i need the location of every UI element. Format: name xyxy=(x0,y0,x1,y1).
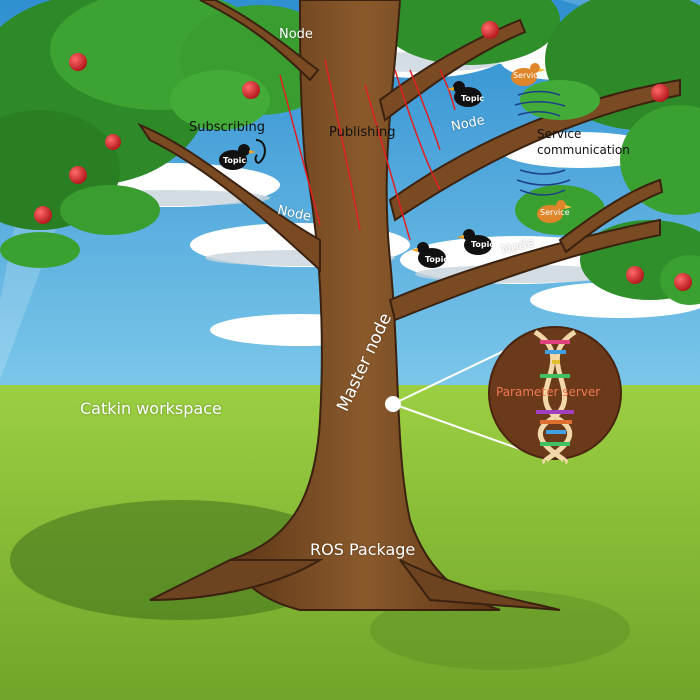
publishing-signal-arcs xyxy=(279,59,456,241)
service-signal-arcs xyxy=(514,90,571,196)
ros-package-label: ROS Package xyxy=(310,540,416,559)
ear-icon xyxy=(254,139,266,164)
topic-badge: Topic xyxy=(425,255,449,264)
service-badge: Service xyxy=(540,208,570,217)
apple-icon xyxy=(69,166,87,184)
orange-bird-icon xyxy=(537,200,572,223)
parameter-server-label: Parameter server xyxy=(496,385,601,399)
publishing-label: Publishing xyxy=(329,125,396,140)
trunk xyxy=(149,0,561,611)
apple-icon xyxy=(34,206,52,224)
service-communication-label-line2: communication xyxy=(537,143,630,157)
crow-bird-icon xyxy=(447,81,482,107)
apple-icon xyxy=(626,266,644,284)
topic-badge: Topic xyxy=(471,240,495,249)
crow-bird-icon xyxy=(219,144,256,170)
topic-badge: Topic xyxy=(223,156,247,165)
apple-icon xyxy=(481,21,499,39)
apple-icon xyxy=(105,134,121,150)
catkin-workspace-label: Catkin workspace xyxy=(80,399,222,418)
apple-icon xyxy=(674,273,692,291)
crow-bird-icon xyxy=(457,229,492,255)
crow-bird-icon xyxy=(411,242,446,268)
apple-icon xyxy=(69,53,87,71)
subscribing-label: Subscribing xyxy=(189,120,265,135)
parameter-server-badge xyxy=(488,326,622,465)
apples xyxy=(34,21,692,291)
service-communication-label-line1: Service xyxy=(537,127,582,141)
branches xyxy=(137,0,681,322)
orange-bird-icon xyxy=(511,63,546,86)
apple-icon xyxy=(651,84,669,102)
dna-icon xyxy=(533,329,577,465)
node-label: Node xyxy=(279,27,313,42)
apple-icon xyxy=(242,81,260,99)
topic-badge: Topic xyxy=(461,94,485,103)
service-badge: Service xyxy=(513,71,543,80)
